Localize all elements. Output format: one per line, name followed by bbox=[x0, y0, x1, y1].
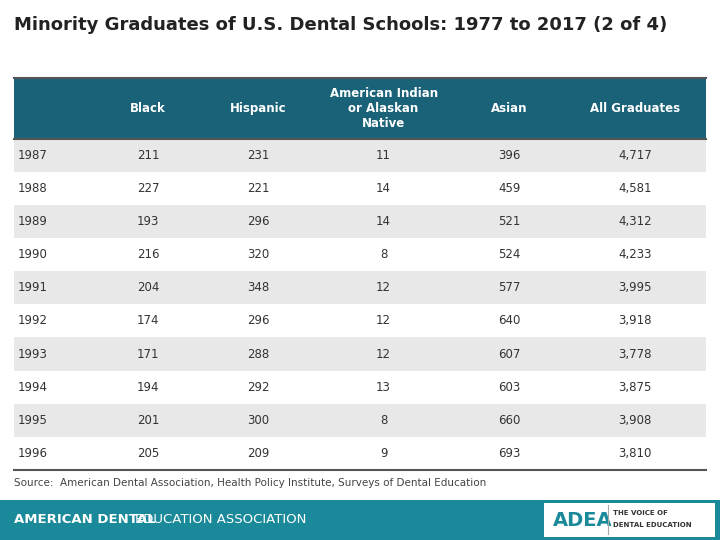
Text: 12: 12 bbox=[376, 314, 391, 327]
Text: 1994: 1994 bbox=[18, 381, 48, 394]
Text: EDUCATION ASSOCIATION: EDUCATION ASSOCIATION bbox=[135, 513, 307, 526]
Text: 12: 12 bbox=[376, 348, 391, 361]
Text: 171: 171 bbox=[137, 348, 159, 361]
Text: 209: 209 bbox=[247, 447, 269, 460]
Text: 8: 8 bbox=[380, 248, 387, 261]
Text: 221: 221 bbox=[247, 182, 269, 195]
Text: Minority Graduates of U.S. Dental Schools: 1977 to 2017 (2 of 4): Minority Graduates of U.S. Dental School… bbox=[14, 16, 667, 34]
Text: 607: 607 bbox=[498, 348, 521, 361]
Text: 640: 640 bbox=[498, 314, 521, 327]
Text: 8: 8 bbox=[380, 414, 387, 427]
Text: 296: 296 bbox=[247, 314, 269, 327]
Text: 9: 9 bbox=[380, 447, 387, 460]
Bar bbox=[544, 503, 715, 537]
Text: 3,908: 3,908 bbox=[618, 414, 652, 427]
Text: 205: 205 bbox=[137, 447, 159, 460]
Text: 300: 300 bbox=[247, 414, 269, 427]
Text: 211: 211 bbox=[137, 149, 159, 162]
Text: 14: 14 bbox=[376, 215, 391, 228]
Text: 1995: 1995 bbox=[18, 414, 48, 427]
Bar bbox=[14, 403, 706, 437]
Bar bbox=[14, 338, 706, 370]
Text: 660: 660 bbox=[498, 414, 521, 427]
Text: 4,233: 4,233 bbox=[618, 248, 652, 261]
Bar bbox=[14, 370, 706, 403]
Text: 288: 288 bbox=[247, 348, 269, 361]
Text: 1989: 1989 bbox=[18, 215, 48, 228]
Text: 12: 12 bbox=[376, 281, 391, 294]
Text: 216: 216 bbox=[137, 248, 159, 261]
Text: 459: 459 bbox=[498, 182, 521, 195]
Text: 296: 296 bbox=[247, 215, 269, 228]
Text: 292: 292 bbox=[247, 381, 269, 394]
Text: 396: 396 bbox=[498, 149, 521, 162]
Text: 320: 320 bbox=[247, 248, 269, 261]
Bar bbox=[14, 271, 706, 305]
Text: 4,717: 4,717 bbox=[618, 149, 652, 162]
Text: 1993: 1993 bbox=[18, 348, 48, 361]
Bar bbox=[14, 437, 706, 470]
Bar bbox=[0, 500, 720, 540]
Text: 201: 201 bbox=[137, 414, 159, 427]
Text: 4,312: 4,312 bbox=[618, 215, 652, 228]
Text: Asian: Asian bbox=[491, 102, 528, 115]
Text: ADEA: ADEA bbox=[553, 510, 613, 530]
Text: 3,875: 3,875 bbox=[618, 381, 652, 394]
Text: 1987: 1987 bbox=[18, 149, 48, 162]
Text: 577: 577 bbox=[498, 281, 521, 294]
Text: AMERICAN DENTAL: AMERICAN DENTAL bbox=[14, 513, 156, 526]
Text: 1990: 1990 bbox=[18, 248, 48, 261]
Text: 14: 14 bbox=[376, 182, 391, 195]
Text: 3,778: 3,778 bbox=[618, 348, 652, 361]
Text: 3,810: 3,810 bbox=[618, 447, 652, 460]
Text: 204: 204 bbox=[137, 281, 159, 294]
Bar bbox=[14, 305, 706, 338]
Text: 4,581: 4,581 bbox=[618, 182, 652, 195]
Text: 11: 11 bbox=[376, 149, 391, 162]
Text: 521: 521 bbox=[498, 215, 521, 228]
Text: 13: 13 bbox=[376, 381, 391, 394]
Text: 1991: 1991 bbox=[18, 281, 48, 294]
Text: 1988: 1988 bbox=[18, 182, 48, 195]
Text: THE VOICE OF: THE VOICE OF bbox=[613, 510, 668, 516]
Text: 3,995: 3,995 bbox=[618, 281, 652, 294]
Text: Source:  American Dental Association, Health Policy Institute, Surveys of Dental: Source: American Dental Association, Hea… bbox=[14, 478, 487, 488]
Text: 1992: 1992 bbox=[18, 314, 48, 327]
Bar bbox=[14, 205, 706, 238]
Text: 193: 193 bbox=[137, 215, 159, 228]
Text: 603: 603 bbox=[498, 381, 521, 394]
Text: 524: 524 bbox=[498, 248, 521, 261]
Text: 1996: 1996 bbox=[18, 447, 48, 460]
Text: American Indian
or Alaskan
Native: American Indian or Alaskan Native bbox=[330, 87, 438, 130]
Text: 348: 348 bbox=[247, 281, 269, 294]
Text: DENTAL EDUCATION: DENTAL EDUCATION bbox=[613, 522, 692, 528]
Text: 3,918: 3,918 bbox=[618, 314, 652, 327]
Text: 693: 693 bbox=[498, 447, 521, 460]
Text: Black: Black bbox=[130, 102, 166, 115]
Text: 231: 231 bbox=[247, 149, 269, 162]
Text: 194: 194 bbox=[137, 381, 159, 394]
Bar bbox=[14, 238, 706, 271]
Text: 227: 227 bbox=[137, 182, 159, 195]
Bar bbox=[14, 172, 706, 205]
Bar bbox=[14, 139, 706, 172]
Text: All Graduates: All Graduates bbox=[590, 102, 680, 115]
Text: Hispanic: Hispanic bbox=[230, 102, 287, 115]
Text: 174: 174 bbox=[137, 314, 159, 327]
